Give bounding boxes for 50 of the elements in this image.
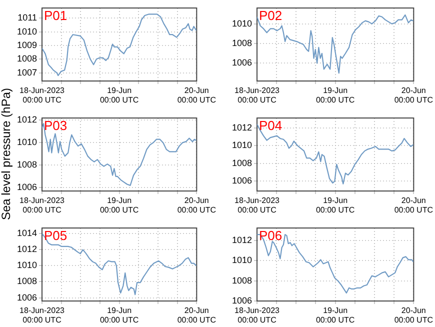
x-tick-label: 20-Jun 00:00 UTC <box>394 86 434 105</box>
y-tick-label: 1010 <box>16 137 37 148</box>
y-tick-label: 1006 <box>16 292 37 302</box>
y-tick-label: 1012 <box>232 235 252 246</box>
x-tick-label: 18-Jun-2023 00:00 UTC <box>234 306 280 325</box>
x-tick-label: 19-Jun 00:00 UTC <box>316 196 355 215</box>
y-tick-label: 1008 <box>232 38 252 48</box>
x-tick-label: 18-Jun-2023 00:00 UTC <box>20 196 66 215</box>
x-tick-label: 20-Jun 00:00 UTC <box>177 306 216 325</box>
x-tick-label: 19-Jun 00:00 UTC <box>100 306 139 325</box>
y-tick-label: 1006 <box>232 295 252 306</box>
x-tick-label: 20-Jun 00:00 UTC <box>177 86 216 105</box>
y-tick-label: 1012 <box>16 244 37 254</box>
y-tick-label: 1009 <box>16 40 37 50</box>
y-tick-label: 1014 <box>16 228 37 238</box>
x-tick-label: 18-Jun-2023 00:00 UTC <box>20 306 66 325</box>
x-tick-label: 19-Jun 00:00 UTC <box>316 86 355 105</box>
y-tick-label: 1010 <box>232 18 252 28</box>
y-tick-label: 1008 <box>16 160 37 170</box>
y-tick-label: 1012 <box>232 122 252 132</box>
x-tick-label: 18-Jun-2023 00:00 UTC <box>234 86 280 105</box>
x-tick-label: 18-Jun-2023 00:00 UTC <box>20 86 66 105</box>
chart-title: P01 <box>44 8 68 24</box>
y-tick-label: 1008 <box>232 275 252 286</box>
x-tick-label: 20-Jun 00:00 UTC <box>394 196 434 215</box>
chart-title: P04 <box>259 118 282 134</box>
y-tick-label: 1010 <box>16 26 37 36</box>
chart-title: P03 <box>44 118 68 134</box>
x-tick-label: 19-Jun 00:00 UTC <box>100 196 139 215</box>
x-tick-label: 20-Jun 00:00 UTC <box>394 306 434 325</box>
y-tick-label: 1012 <box>16 114 37 125</box>
y-tick-label: 1010 <box>232 140 252 150</box>
x-tick-label: 19-Jun 00:00 UTC <box>316 306 355 325</box>
y-tick-label: 1006 <box>232 176 252 186</box>
chart-title: P02 <box>259 8 282 24</box>
y-tick-label: 1008 <box>232 158 252 168</box>
y-tick-label: 1011 <box>18 12 37 23</box>
y-tick-label: 1008 <box>16 54 37 64</box>
x-tick-label: 19-Jun 00:00 UTC <box>100 86 139 105</box>
y-tick-label: 1006 <box>16 182 37 192</box>
x-tick-label: 18-Jun-2023 00:00 UTC <box>234 196 280 215</box>
y-tick-label: 1007 <box>16 67 37 78</box>
chart-title: P06 <box>259 228 282 244</box>
y-axis-title: Sea level pressure (hPa) <box>0 88 13 220</box>
y-tick-label: 1006 <box>232 58 252 68</box>
y-tick-label: 1010 <box>232 255 252 266</box>
y-tick-label: 1010 <box>16 260 37 270</box>
x-tick-label: 20-Jun 00:00 UTC <box>177 196 216 215</box>
y-tick-label: 1008 <box>16 276 37 286</box>
chart-title: P05 <box>44 228 68 244</box>
